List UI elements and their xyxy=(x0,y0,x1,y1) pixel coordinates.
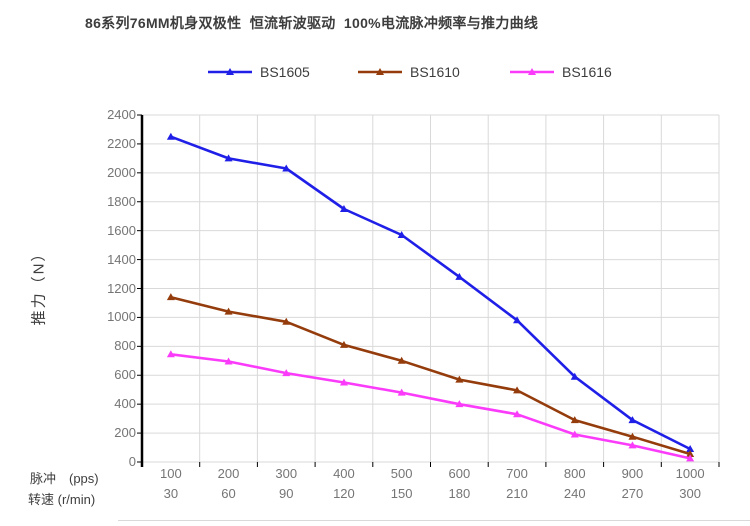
x-tick-label: 800 xyxy=(563,466,586,481)
legend-swatch-line-icon xyxy=(208,68,252,75)
x-axis-caption-pps: 脉冲 (pps) xyxy=(30,471,99,486)
x-tick-label: 900 xyxy=(621,466,644,481)
legend-item-bs1605: BS1605 xyxy=(208,62,310,82)
y-tick-label: 200 xyxy=(114,425,136,441)
x-tick-label: 210 xyxy=(506,486,528,501)
x-tick-label: 400 xyxy=(333,466,355,481)
y-tick-label: 1600 xyxy=(107,222,136,238)
legend-swatch-line-icon xyxy=(510,68,554,75)
x-tick-label: 1000 xyxy=(675,466,705,481)
x-tick-label: 200 xyxy=(217,466,240,481)
bottom-divider xyxy=(118,520,750,521)
y-tick-label: 400 xyxy=(114,396,136,412)
x-tick-label: 120 xyxy=(333,486,355,501)
x-tick-label: 180 xyxy=(448,486,471,501)
y-tick-label: 1000 xyxy=(107,309,136,325)
x-tick-label: 300 xyxy=(679,486,701,501)
x-tick-label: 270 xyxy=(621,486,644,501)
x-tick-label: 240 xyxy=(563,486,586,501)
x-axis-caption-rpm: 转速 (r/min) xyxy=(28,492,96,507)
chart-title: 86系列76MM机身双极性 恒流斩波驱动 100%电流脉冲频率与推力曲线 xyxy=(85,15,539,31)
y-tick-label: 1200 xyxy=(107,280,136,296)
y-axis-title: 推力（N） xyxy=(30,244,48,326)
legend-swatch-line-icon xyxy=(358,68,402,75)
x-tick-label: 500 xyxy=(390,466,413,481)
y-tick-label: 600 xyxy=(114,367,136,383)
legend-label: BS1605 xyxy=(260,64,310,80)
y-tick-label: 800 xyxy=(114,338,136,354)
y-tick-label: 2200 xyxy=(107,135,136,151)
legend-label: BS1616 xyxy=(562,64,612,80)
y-tick-label: 1400 xyxy=(107,251,136,267)
x-tick-label: 300 xyxy=(275,466,298,481)
x-tick-label: 700 xyxy=(506,466,528,481)
legend-item-bs1616: BS1616 xyxy=(510,62,612,82)
x-tick-label: 30 xyxy=(163,486,179,501)
x-tick-label: 600 xyxy=(448,466,471,481)
y-tick-label: 2000 xyxy=(107,164,136,180)
legend-label: BS1610 xyxy=(410,64,460,80)
x-tick-label: 100 xyxy=(159,466,182,481)
x-tick-label: 150 xyxy=(390,486,413,501)
plot-svg xyxy=(137,114,720,467)
y-tick-label: 2400 xyxy=(107,107,136,122)
y-tick-label: 0 xyxy=(128,454,136,469)
x-tick-label: 90 xyxy=(279,486,294,501)
y-tick-label: 1800 xyxy=(107,193,136,209)
plot-area xyxy=(137,114,720,467)
x-tick-label: 60 xyxy=(221,486,236,501)
legend-item-bs1610: BS1610 xyxy=(358,62,460,82)
